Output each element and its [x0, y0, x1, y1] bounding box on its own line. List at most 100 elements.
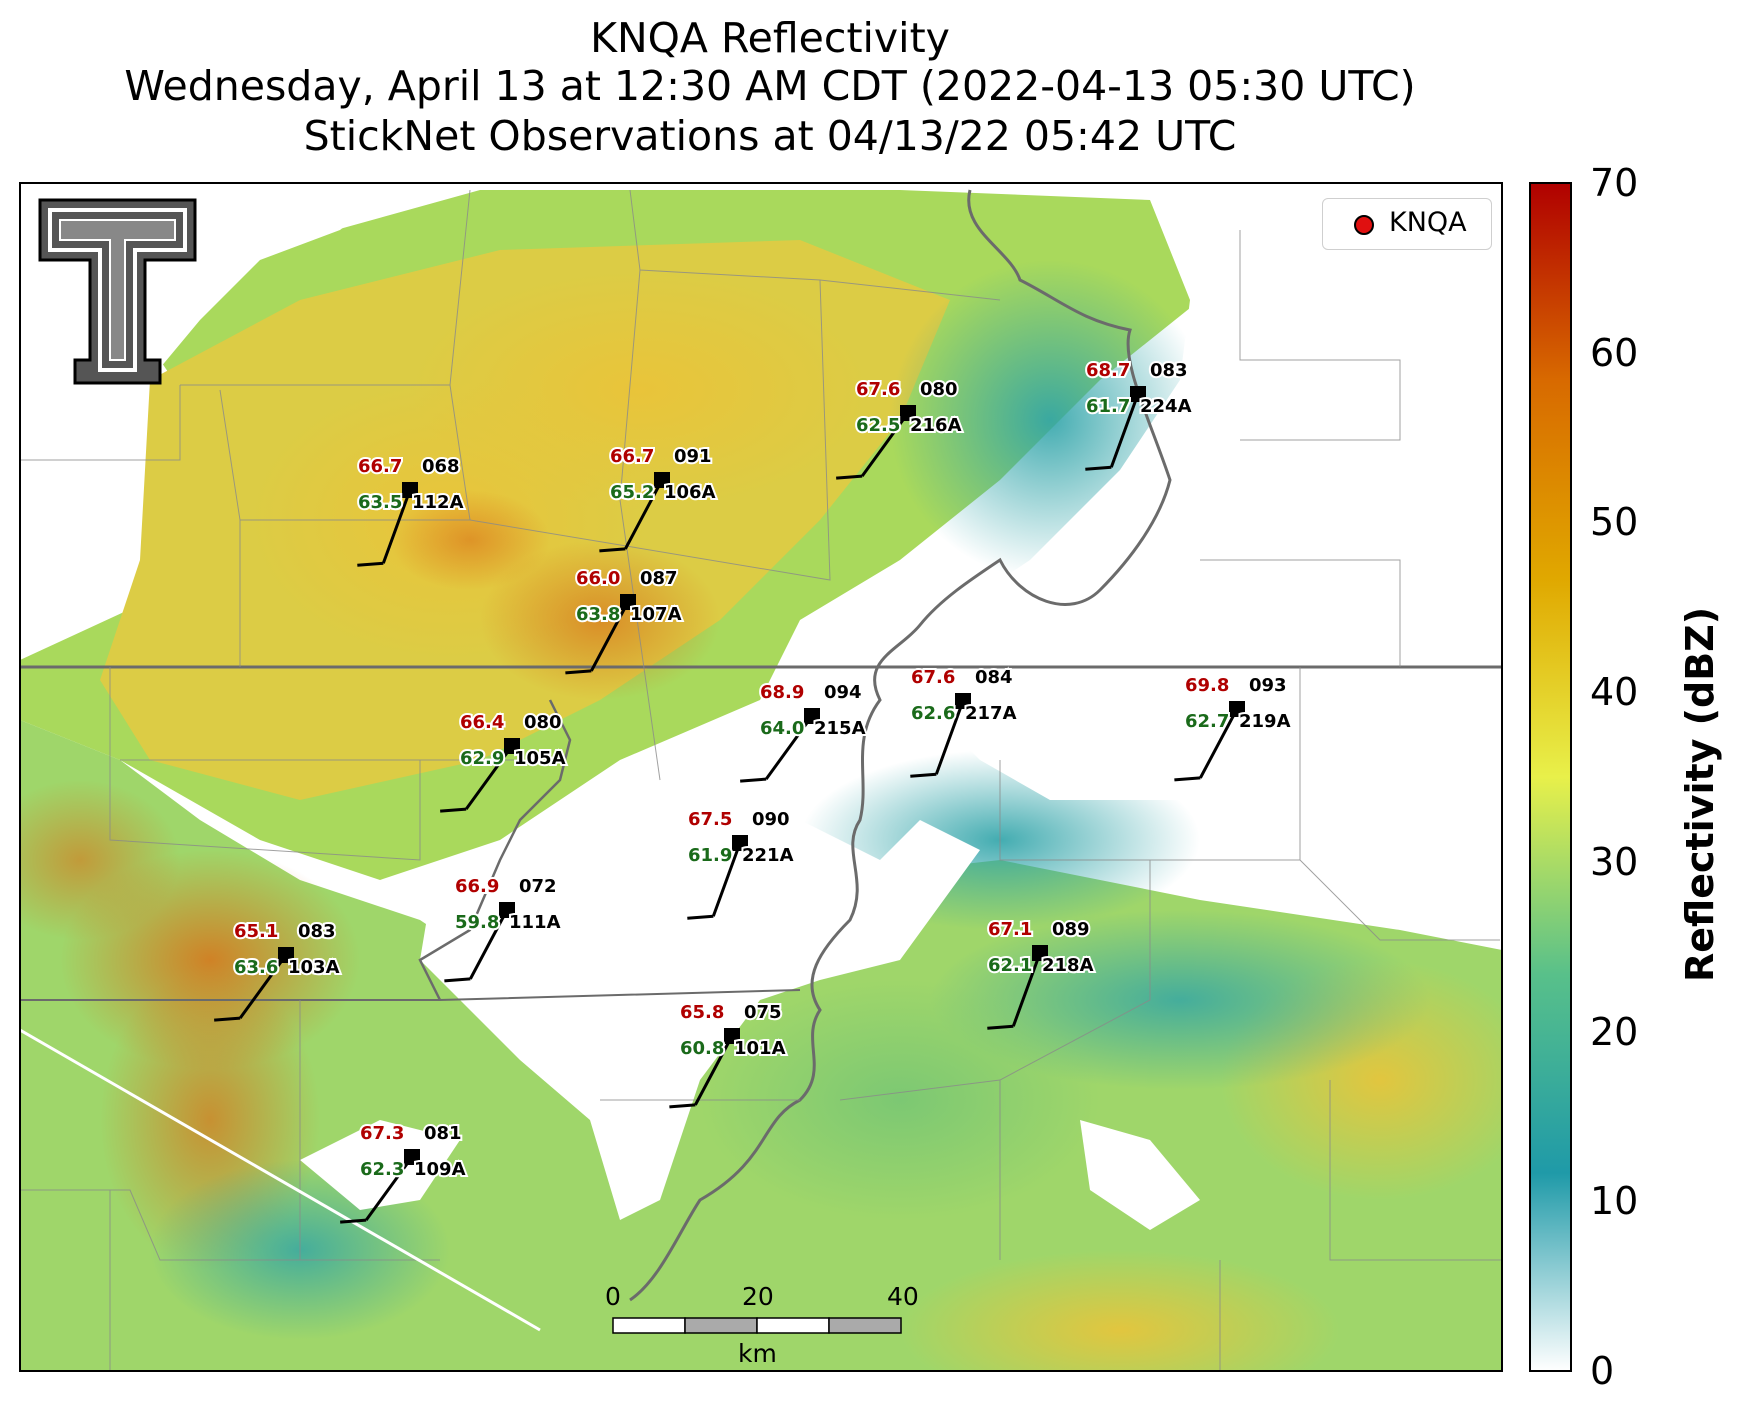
- station-temperature: 67.6: [911, 667, 955, 688]
- station-id: 217A: [965, 703, 1017, 724]
- station-wind-direction: 090: [752, 809, 790, 830]
- station-id: 224A: [1140, 396, 1192, 417]
- wind-barb-flag: [836, 474, 863, 480]
- colorbar-tick-label: 20: [1590, 1009, 1639, 1054]
- wind-barb-flag: [214, 1016, 241, 1022]
- wind-barb-staff: [238, 954, 288, 1019]
- station-wind-direction: 068: [422, 456, 460, 477]
- station-temperature: 65.8: [680, 1002, 724, 1023]
- colorbar-tick-label: 50: [1590, 500, 1639, 545]
- station-dewpoint: 62.1: [988, 955, 1032, 976]
- station-marker-icon: [732, 835, 748, 851]
- station-marker-icon: [724, 1028, 740, 1044]
- station-dewpoint: 62.7: [1185, 711, 1229, 732]
- station-dewpoint: 64.0: [760, 718, 804, 739]
- station-101A: [669, 1028, 740, 1109]
- station-id: 112A: [412, 492, 464, 513]
- station-112A: [357, 482, 418, 567]
- wind-barb-flag: [440, 807, 467, 813]
- wind-barb-staff: [1199, 708, 1239, 779]
- scale-label-40: 40: [887, 1282, 919, 1311]
- station-wind-direction: 083: [1150, 360, 1188, 381]
- station-marker-icon: [278, 947, 294, 963]
- scale-bar: [612, 1317, 902, 1334]
- station-marker-icon: [404, 1149, 420, 1165]
- station-id: 215A: [814, 718, 866, 739]
- station-id: 221A: [742, 845, 794, 866]
- wind-barb-staff: [1011, 952, 1042, 1027]
- station-dewpoint: 61.9: [688, 845, 732, 866]
- station-id: 101A: [734, 1038, 786, 1059]
- station-wind-direction: 083: [298, 921, 336, 942]
- station-temperature: 67.1: [988, 919, 1032, 940]
- colorbar-tick-label: 70: [1590, 161, 1639, 205]
- station-temperature: 66.7: [610, 446, 654, 467]
- scale-unit: km: [738, 1339, 777, 1368]
- station-marker-icon: [900, 405, 916, 421]
- station-dewpoint: 63.6: [234, 957, 278, 978]
- station-218A: [987, 945, 1048, 1030]
- station-wind-direction: 094: [824, 682, 862, 703]
- station-dewpoint: 62.3: [360, 1159, 404, 1180]
- reflectivity-field: [20, 183, 1502, 1371]
- wind-barb-flag: [687, 914, 714, 920]
- station-dewpoint: 63.8: [576, 604, 620, 625]
- wind-barb-flag: [565, 669, 592, 675]
- station-217A: [910, 693, 971, 778]
- wind-barb-flag: [987, 1024, 1014, 1030]
- station-id: 216A: [910, 415, 962, 436]
- station-224A: [1085, 386, 1146, 471]
- station-temperature: 67.6: [856, 379, 900, 400]
- station-dewpoint: 62.6: [911, 703, 955, 724]
- station-wind-direction: 093: [1249, 675, 1287, 696]
- station-marker-icon: [1130, 386, 1146, 402]
- station-103A: [214, 947, 294, 1022]
- station-111A: [444, 902, 515, 983]
- wind-barb-flag: [1174, 776, 1201, 782]
- station-109A: [340, 1149, 420, 1224]
- wind-barb-staff: [469, 909, 509, 980]
- station-marker-icon: [499, 902, 515, 918]
- colorbar-tick-label: 30: [1590, 839, 1639, 884]
- scale-label-0: 0: [605, 1282, 621, 1311]
- map-subtitle-time: Wednesday, April 13 at 12:30 AM CDT (202…: [124, 62, 1416, 110]
- station-marker-icon: [804, 708, 820, 724]
- station-wind-direction: 080: [920, 379, 958, 400]
- station-id: 103A: [288, 957, 340, 978]
- wind-barb-staff: [364, 1156, 414, 1221]
- station-215A: [740, 708, 820, 783]
- station-wind-direction: 084: [975, 667, 1013, 688]
- station-temperature: 66.0: [576, 568, 620, 589]
- wind-barb-staff: [381, 489, 412, 564]
- wind-barb-flag: [357, 561, 384, 567]
- station-temperature: 67.3: [360, 1123, 404, 1144]
- wind-barb-flag: [740, 777, 767, 783]
- station-id: 218A: [1042, 955, 1094, 976]
- station-id: 219A: [1239, 711, 1291, 732]
- wind-barb-staff: [1109, 393, 1140, 468]
- map-title: KNQA Reflectivity: [590, 14, 950, 62]
- wind-barb-staff: [711, 842, 742, 917]
- station-wind-direction: 080: [524, 712, 562, 733]
- station-temperature: 67.5: [688, 809, 732, 830]
- station-id: 106A: [664, 482, 716, 503]
- wind-barb-flag: [910, 772, 937, 778]
- station-dewpoint: 62.9: [460, 748, 504, 769]
- station-id: 105A: [514, 748, 566, 769]
- wind-barb-flag: [444, 977, 471, 983]
- station-temperature: 65.1: [234, 921, 278, 942]
- station-dewpoint: 61.7: [1086, 396, 1130, 417]
- station-id: 107A: [630, 604, 682, 625]
- station-wind-direction: 081: [424, 1123, 462, 1144]
- legend-label: KNQA: [1389, 207, 1467, 238]
- station-105A: [440, 738, 520, 813]
- colorbar-tick-label: 60: [1590, 330, 1639, 375]
- wind-barb-flag: [340, 1218, 367, 1224]
- map-subtitle-obs: StickNet Observations at 04/13/22 05:42 …: [303, 112, 1237, 160]
- scale-label-20: 20: [742, 1282, 774, 1311]
- station-wind-direction: 075: [744, 1002, 782, 1023]
- station-107A: [565, 594, 636, 675]
- station-dewpoint: 63.5: [358, 492, 402, 513]
- radar-site-marker-icon: [1354, 215, 1374, 235]
